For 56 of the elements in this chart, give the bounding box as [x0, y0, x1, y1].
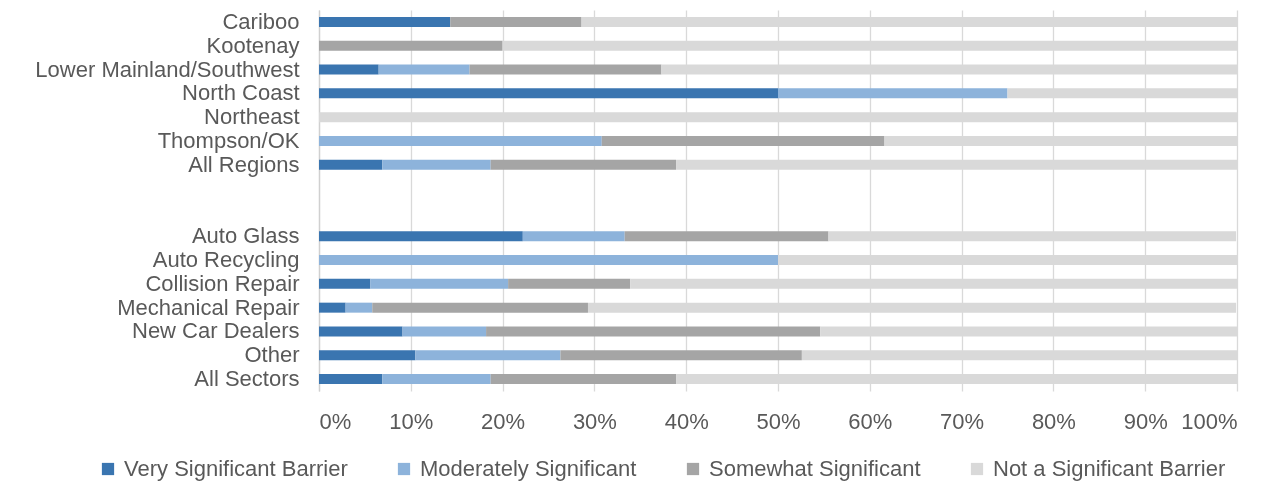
x-tick-label: 50%	[756, 408, 801, 434]
bar	[319, 326, 403, 337]
x-tick-label: 90%	[1123, 408, 1168, 434]
bar	[378, 64, 470, 75]
y-tick-label: Cariboo	[222, 8, 300, 34]
x-tick-label: 70%	[940, 408, 985, 434]
bar	[319, 350, 416, 361]
bar	[778, 88, 1008, 99]
y-tick-label: All Sectors	[194, 366, 300, 392]
bar	[490, 159, 677, 170]
x-tick-label: 80%	[1031, 408, 1076, 434]
bar	[319, 278, 371, 289]
y-tick-label: Kootenay	[206, 32, 300, 58]
x-tick-label: 20%	[481, 408, 526, 434]
bar	[370, 278, 509, 289]
bar	[372, 302, 588, 313]
bar	[319, 64, 379, 75]
x-tick-label: 40%	[664, 408, 709, 434]
x-tick-label: 10%	[389, 408, 434, 434]
x-tick-label: 60%	[848, 408, 893, 434]
bar	[319, 16, 451, 27]
bar	[402, 326, 487, 337]
bar	[382, 374, 491, 385]
bar	[450, 16, 582, 27]
bar	[319, 302, 346, 313]
bar	[319, 231, 523, 242]
bar	[415, 350, 561, 361]
bar	[601, 135, 885, 146]
bar	[319, 135, 602, 146]
bar	[490, 374, 677, 385]
bar	[319, 159, 383, 170]
y-tick-label: Auto Glass	[191, 223, 300, 249]
bar	[319, 255, 778, 266]
legend-label: Very Significant Barrier	[124, 456, 348, 481]
bar	[382, 159, 491, 170]
bar	[486, 326, 821, 337]
legend-label: Somewhat Significant	[709, 456, 921, 481]
legend-label: Not a Significant Barrier	[993, 456, 1226, 481]
bar	[319, 40, 503, 51]
bar	[319, 88, 778, 99]
bar	[624, 231, 829, 242]
legend-label: Moderately Significant	[420, 456, 637, 481]
y-tick-label: Other	[244, 342, 300, 368]
bar	[345, 302, 373, 313]
bar	[508, 278, 631, 289]
x-tick-label: 100%	[1181, 408, 1238, 434]
bar	[560, 350, 802, 361]
x-tick-label: 0%	[319, 408, 352, 434]
y-tick-label: North Coast	[182, 80, 300, 106]
bar	[469, 64, 662, 75]
bar	[522, 231, 625, 242]
y-tick-label: Thompson/OK	[157, 127, 300, 153]
y-tick-label: Auto Recycling	[152, 247, 300, 273]
bar	[319, 374, 383, 385]
x-tick-label: 30%	[572, 408, 617, 434]
y-tick-label: Northeast	[204, 104, 300, 130]
